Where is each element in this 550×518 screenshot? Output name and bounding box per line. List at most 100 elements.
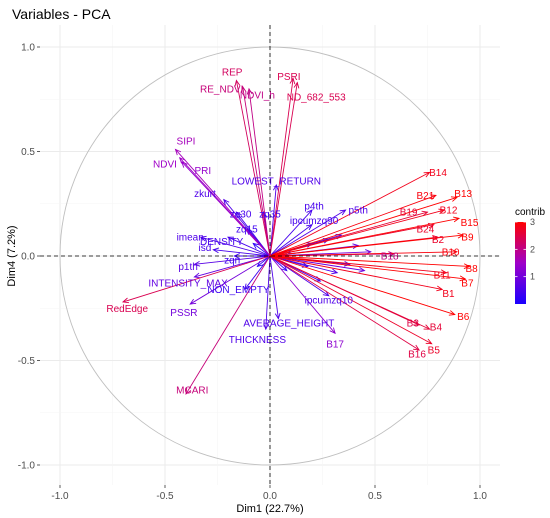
arrowhead-unlabeled [352, 243, 360, 250]
y-tick-label: 0.0 [21, 252, 35, 263]
arrowhead-p5th [339, 209, 347, 216]
label-zq30: zq30 [230, 210, 252, 221]
arrowhead-b21 [429, 194, 437, 200]
legend-colorbar [515, 222, 526, 304]
label-b1: B1 [442, 289, 455, 300]
arrow-sipi [175, 149, 271, 257]
arrowhead-p1th [193, 260, 201, 267]
arrow-b1 [269, 255, 443, 290]
arrow-unlabeled [252, 243, 271, 257]
legend-tick-label: 1 [530, 272, 535, 282]
arrow-unlabeled [269, 255, 338, 274]
arrowhead-ipcumzq90 [306, 223, 313, 231]
variable-arrows [121, 77, 471, 395]
label-ndvi: NDVI [153, 160, 177, 171]
label-thickness: THICKNESS [229, 335, 287, 346]
arrow-b11 [269, 255, 447, 274]
arrow-zkurt [223, 199, 271, 257]
arrowhead-b16 [413, 344, 421, 351]
legend-title: contrib [515, 207, 545, 218]
arrowhead-non-empty [244, 283, 251, 291]
arrow-unlabeled [269, 255, 365, 272]
arrowhead-psri [289, 77, 296, 85]
legend-tick-label: 3 [530, 217, 535, 227]
arrowhead-b7 [459, 275, 467, 282]
arrow-rep [235, 80, 271, 257]
label-b17: B17 [326, 339, 344, 350]
arrowhead-re-ndvi [240, 85, 247, 93]
arrow-p5th [269, 209, 346, 257]
x-axis-title: Dim1 (22.7%) [236, 503, 303, 515]
arrow-pssr [189, 255, 271, 305]
label-b8: B8 [465, 264, 478, 275]
arrow-ndvi-h [248, 88, 271, 257]
arrow-isd [213, 249, 271, 257]
label-b13: B13 [454, 189, 472, 200]
x-tick-label: 1.0 [473, 491, 487, 502]
arrow-b13 [269, 197, 458, 257]
arrowhead-unlabeled [343, 260, 351, 267]
arrow-re-ndvi [242, 86, 271, 257]
arrow-b8 [269, 255, 470, 267]
arrowhead-b17 [329, 327, 336, 335]
arrowhead-pssr [189, 298, 197, 305]
arrowhead-nd-682-553 [293, 81, 300, 89]
label-sipi: SIPI [177, 137, 196, 148]
arrowhead-b5 [425, 338, 433, 345]
arrowhead-sipi [174, 148, 182, 156]
arrow-p4th [269, 209, 313, 257]
label-b21: B21 [417, 191, 435, 202]
y-tick-label: 0.5 [21, 147, 35, 158]
arrowhead-b8 [463, 263, 471, 270]
arrowhead-unlabeled [252, 242, 260, 249]
label-ipcumzq90: ipcumzq90 [290, 216, 339, 227]
arrow-lowest-return [269, 184, 277, 257]
arrowhead-thickness [263, 323, 269, 331]
arrow-mcari [185, 255, 271, 395]
arrowhead-b2 [432, 234, 440, 241]
arrowhead-b4 [423, 324, 431, 330]
legend-tick-label: 2 [530, 244, 535, 254]
arrowhead-ndvi-h [246, 87, 253, 95]
arrow-density [227, 236, 271, 257]
arrowhead-unlabeled [331, 268, 339, 275]
label-lowest-return: LOWEST_RETURN [232, 176, 321, 187]
arrowhead-b9 [457, 232, 465, 239]
label-pssr: PSSR [170, 308, 197, 319]
label-isd: isd [199, 243, 212, 254]
label-p5th: p5th [348, 206, 367, 217]
arrow-b9 [269, 234, 464, 257]
arrow-b4 [269, 255, 430, 330]
arrowhead-intensity-max [193, 272, 201, 279]
label-intensity-max: INTENSITY_MAX [148, 279, 228, 290]
arrowhead-b13 [450, 196, 458, 202]
label-re-ndvi: RE_NDVI [200, 84, 243, 95]
x-tick-label: 0.0 [263, 491, 277, 502]
arrow-ipcumzq90 [269, 224, 313, 257]
label-zq15: zq15 [236, 224, 258, 235]
arrow-unlabeled [269, 255, 288, 271]
label-b18: B18 [381, 252, 399, 263]
label-b3: B3 [407, 318, 420, 329]
label-b15: B15 [461, 218, 479, 229]
label-nd-682-553: ND_682_553 [287, 93, 346, 104]
arrowhead-ndvi [178, 156, 186, 164]
arrowhead-zkurt [223, 198, 230, 206]
label-b24: B24 [417, 224, 435, 235]
arrow-b6 [269, 255, 455, 315]
arrow-nd-682-553 [269, 82, 298, 257]
label-imean: imean [177, 233, 204, 244]
arrow-b12 [269, 209, 445, 257]
label-b19: B19 [400, 208, 418, 219]
arrowhead-b1 [436, 285, 444, 292]
label-pri: PRI [194, 166, 211, 177]
label-zkurt: zkurt [194, 189, 216, 200]
label-average-height: AVERAGE_HEIGHT [243, 318, 334, 329]
arrow-rededge [122, 255, 271, 303]
arrow-b10 [269, 251, 457, 257]
label-b12: B12 [440, 206, 458, 217]
arrowhead-b3 [413, 320, 421, 326]
label-p1th: p1th [178, 262, 197, 273]
